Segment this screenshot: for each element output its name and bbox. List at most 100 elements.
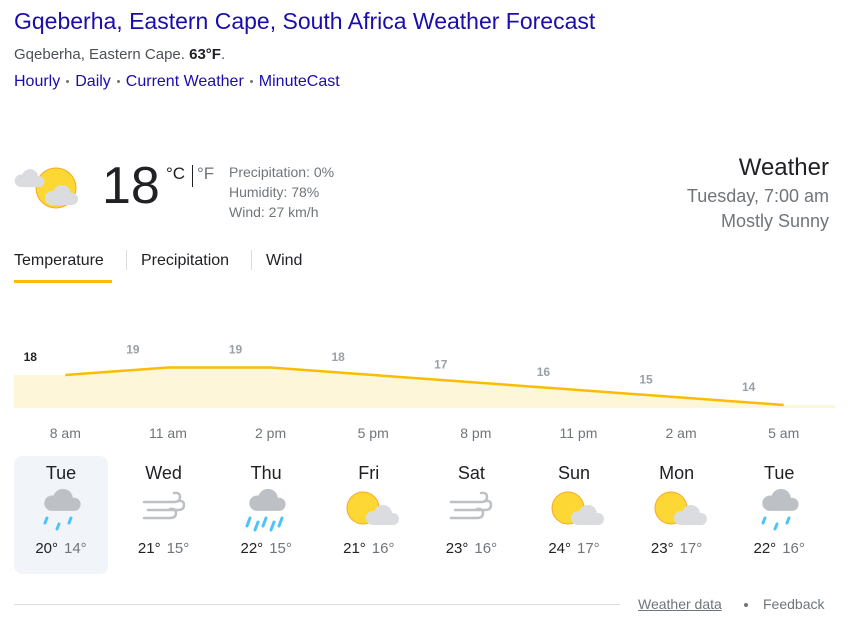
temperature-label: 19 [229,343,243,357]
day-temps: 22° 16° [732,540,826,557]
day-card[interactable]: Fri 21° 16° [322,456,416,574]
link[interactable]: Hourly [14,73,61,90]
day: Mon [659,463,695,483]
links: Hourly Daily Current Weather MinuteCast [14,73,340,91]
link[interactable]: Daily [75,73,111,90]
day-icon [346,491,399,525]
cloud [14,169,45,188]
cloud [45,185,78,205]
wind-line [146,499,185,512]
high: 23° [650,540,674,557]
unit-c[interactable]: °C [166,164,186,183]
weather-data-link[interactable]: Weather data [638,596,722,612]
cloud [571,505,604,525]
wind-line [454,499,493,512]
day-temps: 22° 15° [219,540,313,557]
divider [14,604,620,605]
time-label: 11 pm [560,425,598,441]
time-label: 2 pm [255,425,286,441]
location-temp: 63°F [189,46,221,63]
low: 16° [474,540,498,557]
time-label: 5 am [768,425,799,441]
drop [785,516,791,525]
separator [249,80,253,84]
cloud-part [254,501,282,511]
high: 20° [35,540,58,557]
cloud [762,488,799,511]
wind: Wind: 27 km/h [229,204,319,220]
cloud [365,505,399,525]
humidity: Humidity: 78% [229,184,320,200]
temperature-label: 19 [126,343,140,357]
separator [66,80,70,84]
drop [43,516,49,525]
day-card[interactable]: Tue 20° 14° [14,456,108,574]
day: Tue [45,463,77,483]
day-card[interactable]: Sun 24° 17° [527,456,621,574]
area [14,367,835,408]
current-temp: 18 [102,157,160,215]
day-icon [450,491,493,520]
low: 17° [577,540,600,557]
day-card[interactable]: Wed 21° 15° [117,456,211,574]
temperature-label: 17 [434,358,448,372]
time: Tuesday, 7:00 am [686,186,829,206]
day: Sat [457,463,485,483]
drop [253,520,260,532]
cloud-part [49,501,77,511]
feedback-link[interactable]: Feedback [763,596,825,612]
day: Thu [250,463,282,483]
temperature-label: 16 [537,365,551,379]
day-temps: 23° 16° [424,540,518,557]
high: 23° [445,540,469,557]
title[interactable]: Gqeberha, Eastern Cape, South Africa Wea… [14,8,596,34]
day-card[interactable]: Mon 23° 17° [630,456,724,574]
temperature-chart: 18 8 am 19 11 am 19 2 pm 18 5 pm 17 8 pm 16 11 pm 15… [14,343,835,441]
time-label: 8 am [50,425,81,441]
tab[interactable]: Precipitation [141,252,230,269]
high: 21° [137,540,161,557]
time-label: 11 am [149,425,187,441]
drop [773,522,779,531]
day: Tue [764,463,795,483]
link[interactable]: Current Weather [125,73,244,90]
separator [116,80,120,84]
low: 16° [782,540,805,557]
cloud-part [19,179,41,188]
day-temps: 21° 15° [117,540,211,557]
wind-line [450,491,489,504]
current-details: Precipitation: 0% Humidity: 78% Wind: 27… [229,162,334,222]
high: 22° [753,540,777,557]
day-icon [142,491,185,520]
day-card[interactable]: Tue 22° 16° [732,456,826,574]
temperature-label: 14 [742,380,756,394]
cloud-part [50,196,74,205]
tab-separator [251,250,252,270]
temperature-label: 15 [639,373,653,387]
footer-dot [744,603,748,607]
drop [261,516,268,528]
day: Sun [557,463,591,483]
low: 17° [679,540,703,557]
day-card[interactable]: Sat 23° 16° [424,456,518,574]
unit-f[interactable]: °F [197,164,215,183]
time-label: 5 pm [358,425,389,441]
day-card[interactable]: Thu 22° 15° [219,456,313,574]
tab[interactable]: Wind [266,252,303,269]
cloud-part [576,516,600,525]
drop [277,516,284,528]
link[interactable]: MinuteCast [258,73,340,90]
day-icon [245,488,286,532]
day-icon [551,491,604,525]
day: Wed [145,463,182,483]
cloud [44,488,81,511]
wind-line [142,507,177,520]
low: 16° [371,540,395,557]
drop [761,516,767,525]
high: 21° [343,540,366,557]
location: Gqeberha, Eastern Cape. [14,46,185,63]
wind-line [142,491,181,504]
tab-indicator [14,280,112,283]
tab[interactable]: Temperature [14,252,104,269]
